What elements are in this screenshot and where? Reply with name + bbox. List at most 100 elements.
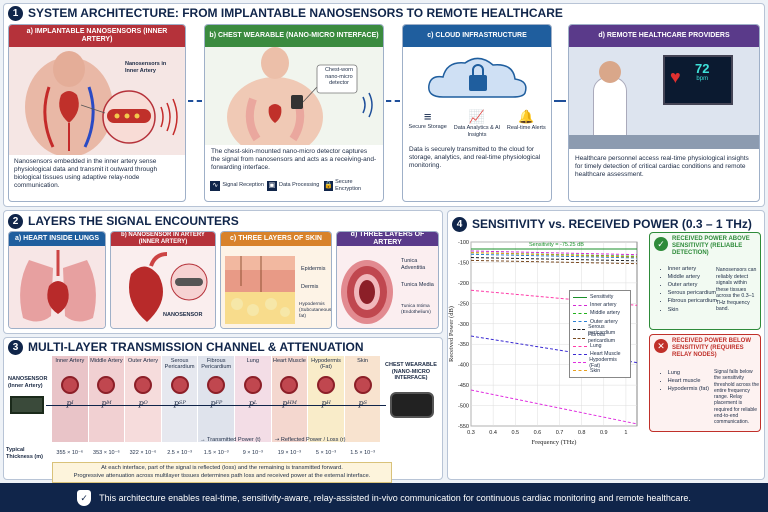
x-tick-label: 0.9 [600,430,608,436]
layer-name: Fibrous Pericardium [201,358,232,371]
legend-entry: Skin [573,367,627,375]
sink-label: CHEST WEARABLE (NANO-MICRO INTERFACE) [385,362,437,382]
layer-card-b-label: NANOSENSOR [163,312,203,318]
legend-entry: Sensitivity [573,293,627,301]
section1-number: 1 [8,6,23,22]
legend-swatch [573,353,587,355]
thickness-label: Typical Thickness (m) [6,447,43,460]
legend-swatch [573,345,587,347]
lock-icon: 🔒 [323,180,334,191]
card-d-title: d) REMOTE HEALTHCARE PROVIDERS [569,25,759,47]
legend-label: Lung [590,343,602,350]
x-tick-label: 0.3 [467,430,475,436]
y-tick-label: -100 [458,240,469,246]
layer-column: Heart Muscle PHM [271,356,308,442]
nanosensor-chip [10,396,44,414]
skin-label-dermis: Dermis [301,284,319,290]
flow-arrow-c-d [554,100,566,102]
layer-name: Outer Artery [127,358,159,364]
series-line [470,289,638,306]
y-tick-label: -200 [458,281,469,287]
layer-thickness: 2.5 × 10⁻³ [167,450,192,456]
layer-thickness: 19 × 10⁻³ [277,450,302,456]
section3-number: 3 [8,340,23,356]
card-b-label: Chest-worn nano-micro detector [324,67,354,87]
card-a-title: a) IMPLANTABLE NANOSENSORS (INNER ARTERY… [9,25,185,47]
sensitivity-annotation: Sensitivity = -75.25 dB [529,242,584,248]
layer-thickness: 1.5 × 10⁻³ [350,450,375,456]
layer-thickness: 1.5 × 10⁻³ [203,450,229,456]
series-line [470,253,638,259]
legend-swatch [573,312,587,314]
legend-label: Fibrous pericardium [587,332,616,345]
analytics-icon: 📈 [468,109,486,124]
legend-label: Heart Muscle [590,351,621,358]
card-b-features: ∿ Signal Reception ▣ Data Processing 🔒 S… [205,179,383,192]
layer-column: Outer Artery PO [125,356,161,442]
layer-name: Lung [246,358,260,364]
tissue-icon [170,376,189,394]
series-line [470,259,638,265]
layer-name: Inner Artery [55,358,85,364]
layer-column: Skin PS [344,356,381,442]
section2-title: 2 LAYERS THE SIGNAL ENCOUNTERS [8,214,239,230]
tissue-icon [316,376,335,394]
below-title: RECEIVED POWER BELOW SENSITIVITY (REQUIR… [672,338,752,359]
artery-label-intima: Tunica Intima (Endothelium) [401,304,431,315]
layer-thickness: 353 × 10⁻⁶ [93,450,120,456]
x-tick-label: 0.5 [511,430,519,436]
chip-icon: ▣ [266,180,277,191]
feature-data-analytics: 📈 Data Analytics & AI Insights [451,109,503,138]
section1-title: 1 SYSTEM ARCHITECTURE: FROM IMPLANTABLE N… [8,6,563,22]
flow-arrow-b-c [386,100,400,102]
legend-label: Middle artery [590,310,620,317]
section4-number: 4 [452,217,467,233]
below-list: Lung Heart muscle Hypodermis (fat) [660,369,709,393]
doctor-figure [593,77,627,139]
skin-label-hypodermis: Hypodermis (Subcutaneous fat) [299,302,332,319]
cloud-lock-icon [428,57,527,98]
bell-icon: 🔔 [518,109,535,124]
card-b-title: b) CHEST WEARABLE (NANO-MICRO INTERFACE) [205,25,383,47]
tissue-icon [353,376,372,394]
series-line [470,389,638,425]
monitor-bpm: 72 bpm [695,61,710,82]
x-tick-label: 0.4 [489,430,497,436]
layer-card-d-title: d) THREE LAYERS OF ARTERY [337,232,438,246]
above-title: RECEIVED POWER ABOVE SENSITIVITY (RELIAB… [672,236,750,257]
x-tick-label: 0.7 [556,430,564,436]
y-tick-label: -150 [458,260,469,266]
card-remote-providers: d) REMOTE HEALTHCARE PROVIDERS 72 bpm ♥ … [568,24,760,202]
hospital-illustration: 72 bpm ♥ [569,47,759,149]
feature-signal-reception: ∿ Signal Reception [210,179,264,192]
legend-label: Outer artery [590,318,618,325]
x-tick-label: 0.6 [534,430,542,436]
section3-note: At each interface, part of the signal is… [52,462,392,484]
skin-layers-illustration [221,246,331,328]
series-line [470,257,638,262]
feature-realtime-alerts: 🔔 Real-time Alerts [504,109,548,138]
artery-layers-illustration [337,246,438,328]
section2-number: 2 [8,214,23,230]
layer-thickness: 355 × 10⁻⁶ [56,450,84,456]
legend-swatch [573,329,586,331]
legend-entry: Outer artery [573,318,627,326]
card-d-text: Healthcare personnel access real-time ph… [575,155,749,179]
doctor-head [599,61,621,83]
layer-card-c-title: c) THREE LAYERS OF SKIN [221,232,331,246]
legend-label: Sensitivity [590,294,614,301]
layer-name: Heart Muscle [272,358,306,364]
legend-label: Inner artery [590,302,617,309]
legend-swatch [573,370,587,372]
layer-card-skin: c) THREE LAYERS OF SKIN Epidermis Dermis… [220,231,332,329]
legend-entry: Fibrous pericardium [573,332,627,345]
below-note: Signal falls below the sensitivity thres… [714,369,760,425]
layer-name: Serous Pericardium [164,358,195,371]
legend-entry: Serous pericardium [573,324,627,336]
artery-label-adventitia: Tunica Adventitia [401,258,426,271]
tissue-icon [133,376,152,394]
legend-swatch [573,362,587,364]
tissue-icon [60,376,79,394]
y-tick-label: -250 [458,301,469,307]
heart-artery-illustration [111,246,215,328]
